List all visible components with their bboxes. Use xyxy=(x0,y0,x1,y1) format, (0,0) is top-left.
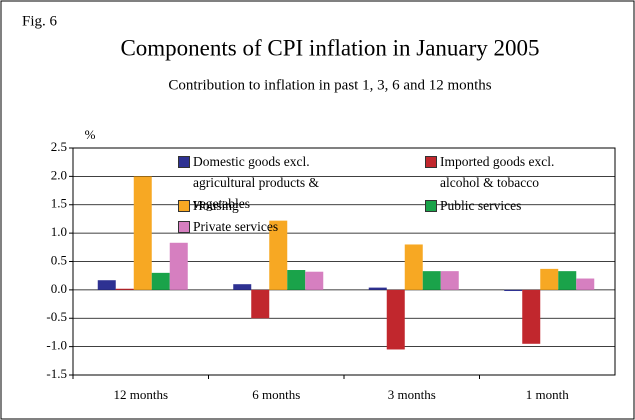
x-tick-label: 6 months xyxy=(252,387,300,402)
legend-label: Public services xyxy=(440,198,522,213)
chart-title: Components of CPI inflation in January 2… xyxy=(120,35,539,60)
y-tick-label: 0.0 xyxy=(51,281,67,296)
y-tick-label: 0.5 xyxy=(51,252,67,267)
legend-swatch xyxy=(178,221,190,233)
bar xyxy=(522,289,541,344)
legend-label: Domestic goods excl. agricultural produc… xyxy=(193,154,319,211)
bar xyxy=(251,289,270,319)
y-tick-label: 2.5 xyxy=(51,139,67,154)
legend-swatch xyxy=(178,156,190,168)
bar xyxy=(287,270,306,290)
y-axis-label: % xyxy=(85,127,96,142)
legend-label: Housing xyxy=(193,198,239,213)
legend-label: Private services xyxy=(193,219,279,234)
bar xyxy=(440,271,459,290)
bar xyxy=(404,244,423,290)
bar xyxy=(386,289,405,350)
legend-swatch xyxy=(425,200,437,212)
bar xyxy=(576,278,595,290)
y-tick-label: -1.5 xyxy=(46,366,67,381)
bar xyxy=(151,272,170,290)
bar xyxy=(368,287,387,290)
x-tick-label: 12 months xyxy=(113,387,168,402)
bar xyxy=(305,271,324,290)
legend-swatch xyxy=(425,156,437,168)
bar xyxy=(169,242,188,290)
bar xyxy=(133,176,152,290)
x-tick-label: 3 months xyxy=(388,387,436,402)
bar xyxy=(233,284,252,290)
x-tick-label: 1 month xyxy=(526,387,569,402)
y-tick-label: 2.0 xyxy=(51,167,67,182)
chart-subtitle: Contribution to inflation in past 1, 3, … xyxy=(168,77,491,93)
bar xyxy=(504,289,523,292)
bar xyxy=(269,220,288,290)
y-tick-label: -1.0 xyxy=(46,338,67,353)
bar xyxy=(422,271,441,290)
legend-swatch xyxy=(178,200,190,212)
bar xyxy=(558,271,577,290)
y-tick-label: -0.5 xyxy=(46,309,67,324)
bar xyxy=(97,280,116,290)
legend-label: Imported goods excl. alcohol & tobacco xyxy=(440,154,555,190)
bar xyxy=(115,288,134,290)
bar xyxy=(540,268,559,290)
figure-label: Fig. 6 xyxy=(22,13,58,29)
y-tick-label: 1.5 xyxy=(51,196,67,211)
y-tick-label: 1.0 xyxy=(51,224,67,239)
